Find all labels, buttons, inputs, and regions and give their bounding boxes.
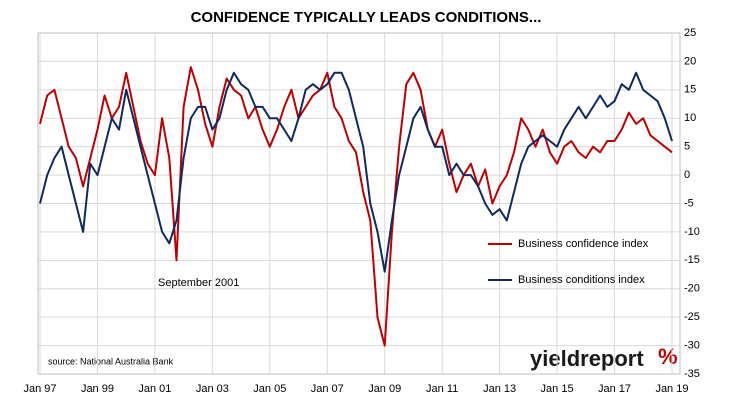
y-tick-label: -20 <box>684 283 700 295</box>
y-tick-label: -35 <box>684 368 700 380</box>
source: source: National Australia Bank <box>48 356 174 366</box>
x-tick-label: Jan 03 <box>196 383 229 395</box>
y-tick-label: -25 <box>684 311 700 323</box>
x-tick-label: Jan 15 <box>541 383 574 395</box>
y-tick-label: 15 <box>684 84 696 96</box>
y-tick-label: 25 <box>684 27 696 39</box>
chart-title: CONFIDENCE TYPICALLY LEADS CONDITIONS... <box>191 9 542 26</box>
series-line <box>39 66 673 347</box>
logo-mark: % <box>658 344 678 369</box>
legend-label: Business confidence index <box>518 238 649 250</box>
x-tick-label: Jan 01 <box>138 383 171 395</box>
x-tick-label: Jan 99 <box>81 383 114 395</box>
x-tick-label: Jan 97 <box>23 383 56 395</box>
x-tick-label: Jan 05 <box>253 383 286 395</box>
y-tick-label: 0 <box>684 169 690 181</box>
x-tick-label: Jan 17 <box>598 383 631 395</box>
y-tick-label: 10 <box>684 112 696 124</box>
x-tick-label: Jan 07 <box>311 383 344 395</box>
x-tick-label: Jan 19 <box>655 383 688 395</box>
y-tick-label: -10 <box>684 226 700 238</box>
x-tick-label: Jan 11 <box>426 383 458 395</box>
legend-label: Business conditions index <box>518 274 645 286</box>
series-line <box>39 71 673 273</box>
y-tick-label: 5 <box>684 141 690 153</box>
y-tick-label: 20 <box>684 55 696 67</box>
y-tick-label: -30 <box>684 339 700 351</box>
annotation: September 2001 <box>158 277 239 289</box>
y-tick-label: -5 <box>684 197 694 209</box>
x-tick-label: Jan 13 <box>483 383 516 395</box>
y-tick-label: -15 <box>684 254 700 266</box>
plot-frame <box>37 32 681 375</box>
x-tick-label: Jan 09 <box>368 383 401 395</box>
logo: yieldreport <box>530 346 644 371</box>
